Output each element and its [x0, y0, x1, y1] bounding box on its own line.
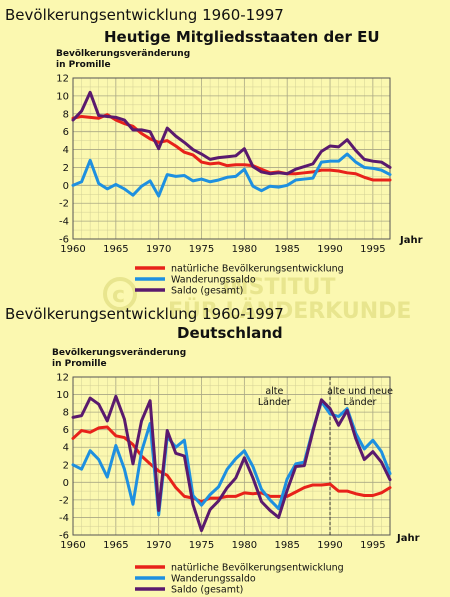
plot-frame	[72, 77, 391, 240]
chart2-ylabel-unit: in Promille	[52, 359, 107, 369]
chart1-ylabel-unit: in Promille	[56, 60, 111, 70]
annotation-1-line-1: Länder	[344, 397, 377, 408]
y-tick-label: -2	[59, 495, 69, 506]
chart2-xlabel: Jahr	[396, 533, 420, 544]
x-tick-label: 1985	[274, 540, 299, 551]
x-tick-label: 1995	[360, 244, 385, 255]
y-tick-label: 8	[63, 109, 69, 120]
x-tick-label: 1990	[317, 540, 342, 551]
chart2-title: Deutschland	[177, 324, 283, 342]
chart1-legend: natürliche BevölkerungsentwicklungWander…	[135, 264, 344, 297]
y-tick-label: 0	[63, 478, 69, 489]
y-tick-label: 12	[56, 74, 69, 85]
x-tick-label: 1970	[146, 244, 171, 255]
chart1-ylabel: Bevölkerungsveränderung	[56, 49, 190, 59]
legend-label-2: Saldo (gesamt)	[171, 585, 243, 596]
watermark-line1: INSTITUT	[222, 275, 336, 300]
chart2-ylabel: Bevölkerungsveränderung	[52, 348, 186, 358]
y-tick-label: -2	[59, 199, 69, 210]
x-tick-label: 1975	[189, 244, 214, 255]
y-tick-label: 2	[63, 163, 69, 174]
plot-frame	[72, 376, 391, 536]
chart-eu: -6 -4 -2 0 2 4 6 8 10 12 1960 1965 1970 1975 1980 1985 1…	[56, 74, 392, 255]
legend-label-0: natürliche Bevölkerungsentwicklung	[171, 563, 344, 574]
legend-label-0: natürliche Bevölkerungsentwicklung	[171, 264, 344, 275]
y-tick-label: 0	[63, 181, 69, 192]
page-title-1: Bevölkerungsentwicklung 1960-1997	[5, 6, 284, 24]
x-tick-label: 1970	[146, 540, 171, 551]
series-line-0	[71, 113, 392, 182]
y-tick-label: -4	[59, 513, 69, 524]
annotation-1-line-0: alte und neue	[327, 386, 393, 397]
y-tick-label: -4	[59, 217, 69, 228]
legend-label-2: Saldo (gesamt)	[171, 286, 243, 297]
series-line-1	[71, 152, 392, 198]
y-tick-label: 4	[63, 443, 69, 454]
y-tick-label: 6	[63, 127, 69, 138]
series-line-2	[71, 394, 392, 533]
y-tick-label: 8	[63, 408, 69, 419]
x-tick-label: 1985	[274, 244, 299, 255]
x-tick-label: 1995	[360, 540, 385, 551]
x-tick-label: 1990	[317, 244, 342, 255]
y-tick-label: 6	[63, 425, 69, 436]
page-title-2: Bevölkerungsentwicklung 1960-1997	[5, 305, 284, 323]
x-tick-label: 1960	[60, 540, 85, 551]
series-line-0	[71, 425, 392, 504]
x-tick-label: 1960	[60, 244, 85, 255]
x-tick-label: 1980	[232, 540, 257, 551]
legend-label-1: Wanderungssaldo	[171, 275, 256, 286]
chart1-xlabel: Jahr	[399, 235, 423, 246]
legend-label-1: Wanderungssaldo	[171, 574, 256, 585]
series-line-2	[71, 90, 392, 176]
watermark: c INSTITUT FÜR LÄNDERKUNDE	[103, 275, 411, 324]
y-tick-label: 4	[63, 145, 69, 156]
y-tick-label: 10	[56, 91, 69, 102]
watermark-line2: FÜR LÄNDERKUNDE	[168, 298, 411, 324]
x-tick-label: 1965	[103, 540, 128, 551]
annotation-0-line-1: Länder	[258, 397, 291, 408]
y-tick-label: -6	[59, 531, 69, 542]
svg-text:c: c	[112, 283, 125, 308]
chart-germany: -6 -4 -2 0 2 4 6 8 10 12 1960 1965 1970 1975 1980 1985 1…	[56, 373, 393, 552]
chart1-title: Heutige Mitgliedsstaaten der EU	[104, 28, 380, 46]
x-tick-label: 1980	[232, 244, 257, 255]
series-line-1	[71, 400, 392, 517]
y-tick-label: -6	[59, 235, 69, 246]
x-tick-label: 1965	[103, 244, 128, 255]
y-tick-label: 10	[56, 390, 69, 401]
annotation-0-line-0: alte	[265, 386, 283, 397]
chart2-legend: natürliche BevölkerungsentwicklungWander…	[135, 563, 344, 596]
y-tick-label: 2	[63, 460, 69, 471]
x-tick-label: 1975	[189, 540, 214, 551]
y-tick-label: 12	[56, 373, 69, 384]
